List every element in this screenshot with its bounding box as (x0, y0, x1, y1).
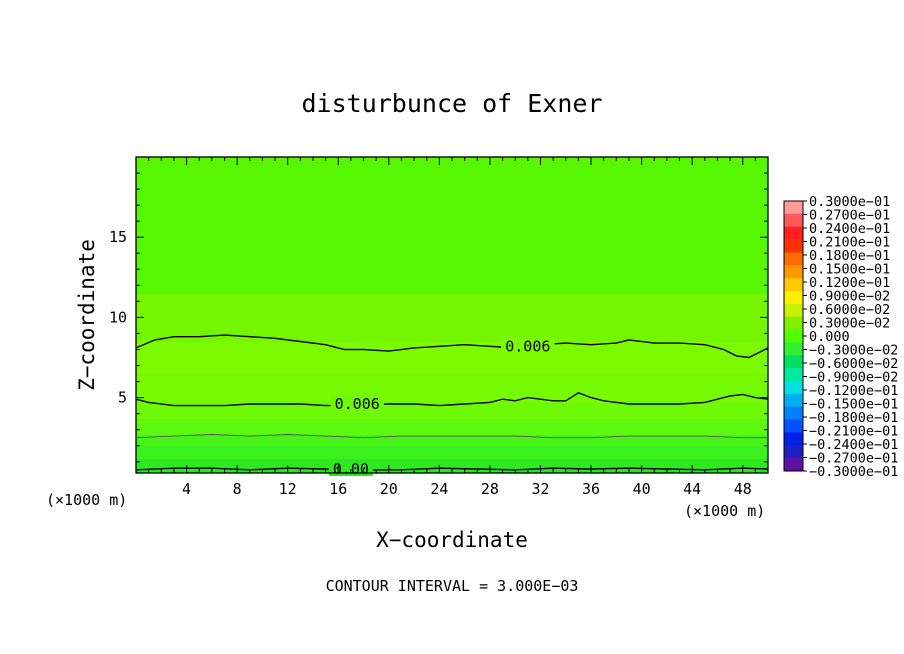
colorbar-label: −0.1200e−01 (809, 383, 898, 399)
contour-label-bg (328, 459, 373, 476)
y-tick-label: 5 (118, 389, 127, 407)
colorbar: 0.3000e−010.2700e−010.2400e−010.2100e−01… (783, 194, 898, 480)
colorbar-label: 0.1200e−01 (809, 275, 890, 291)
colorbar-swatch (784, 368, 803, 382)
colorbar-swatch (784, 329, 803, 343)
colorbar-swatch (784, 278, 803, 292)
colorbar-swatch (784, 432, 803, 446)
colorbar-label: 0.2700e−01 (809, 208, 890, 224)
colorbar-label: −0.1800e−01 (809, 410, 898, 426)
colorbar-swatch (784, 381, 803, 395)
field-band (136, 458, 768, 471)
x-tick-label: 36 (582, 480, 600, 498)
contour-label: 0.006 (335, 395, 380, 413)
colorbar-swatch (784, 291, 803, 305)
colorbar-label: 0.2400e−01 (809, 221, 890, 237)
colorbar-swatch (784, 316, 803, 330)
colorbar-swatch (784, 406, 803, 420)
field-band (136, 293, 768, 342)
colorbar-swatch (784, 458, 803, 472)
field-band (136, 373, 768, 402)
colorbar-label: −0.6000e−02 (809, 356, 898, 372)
colorbar-label: 0.2100e−01 (809, 235, 890, 251)
x-origin-unit-label: (×1000 m) (46, 491, 127, 509)
colorbar-swatch (784, 201, 803, 215)
colorbar-label: −0.2100e−01 (809, 424, 898, 440)
field-band (136, 157, 768, 294)
x-tick-label: 44 (683, 480, 701, 498)
colorbar-label: −0.9000e−02 (809, 370, 898, 386)
x-tick-label: 48 (734, 480, 752, 498)
colorbar-label: −0.2700e−01 (809, 451, 898, 467)
field-bands (136, 157, 768, 474)
colorbar-label: 0.3000e−01 (809, 194, 890, 210)
y-axis-label: Z−coordinate (75, 239, 99, 391)
x-axis-label: X−coordinate (376, 528, 528, 552)
x-tick-label: 8 (233, 480, 242, 498)
contour-label-bg (330, 395, 384, 412)
colorbar-label: −0.2400e−01 (809, 437, 898, 453)
colorbar-swatch (784, 265, 803, 279)
colorbar-label: 0.000 (809, 329, 850, 345)
y-tick-label: 10 (109, 308, 127, 326)
x-tick-label: 12 (279, 480, 297, 498)
colorbar-swatch (784, 213, 803, 228)
colorbar-swatch (784, 342, 803, 356)
colorbar-label: −0.1500e−01 (809, 397, 898, 413)
y-axis-ticks: 5 10 15 (109, 172, 768, 463)
x-tick-label: 16 (329, 480, 347, 498)
contour-line (135, 334, 769, 359)
contour-label-bg (501, 337, 555, 354)
field-band (136, 341, 768, 375)
colorbar-swatch (784, 303, 803, 318)
x-tick-label: 32 (531, 480, 549, 498)
field-band (136, 434, 768, 447)
y-tick-label: 15 (109, 228, 127, 246)
colorbar-swatch (784, 355, 803, 369)
chart-title: disturbunce of Exner (301, 89, 602, 118)
x-tick-label: 40 (633, 480, 651, 498)
colorbar-label: 0.3000e−02 (809, 316, 890, 332)
x-tick-label: 20 (380, 480, 398, 498)
contour-label: 0.006 (505, 337, 550, 355)
colorbar-swatch (784, 239, 803, 253)
colorbar-swatch (784, 393, 803, 408)
colorbar-swatch (784, 419, 803, 433)
x-tick-label: 24 (430, 480, 448, 498)
colorbar-label: 0.6000e−02 (809, 302, 890, 318)
colorbar-label: −0.3000e−02 (809, 343, 898, 359)
x-tick-label: 28 (481, 480, 499, 498)
contour-line (135, 434, 768, 439)
field-band (136, 445, 768, 460)
colorbar-label: 0.1800e−01 (809, 248, 890, 264)
x-tick-label: 4 (182, 480, 191, 498)
field-band (136, 400, 768, 419)
colorbar-swatch (784, 445, 803, 459)
x-axis-unit-label: (×1000 m) (684, 502, 765, 520)
colorbar-label: −0.3000e−01 (809, 464, 898, 480)
x-axis-ticks: 4 8 12 16 20 24 28 32 36 40 44 48 (148, 157, 756, 498)
colorbar-label: 0.1500e−01 (809, 262, 890, 278)
contour-line (135, 392, 769, 407)
field-band (136, 418, 768, 436)
colorbar-swatch (784, 226, 803, 240)
contour-line (135, 467, 769, 471)
colorbar-swatch (784, 252, 803, 266)
colorbar-label: 0.9000e−02 (809, 289, 890, 305)
contour-interval-note: CONTOUR INTERVAL = 3.000E−03 (326, 577, 579, 595)
